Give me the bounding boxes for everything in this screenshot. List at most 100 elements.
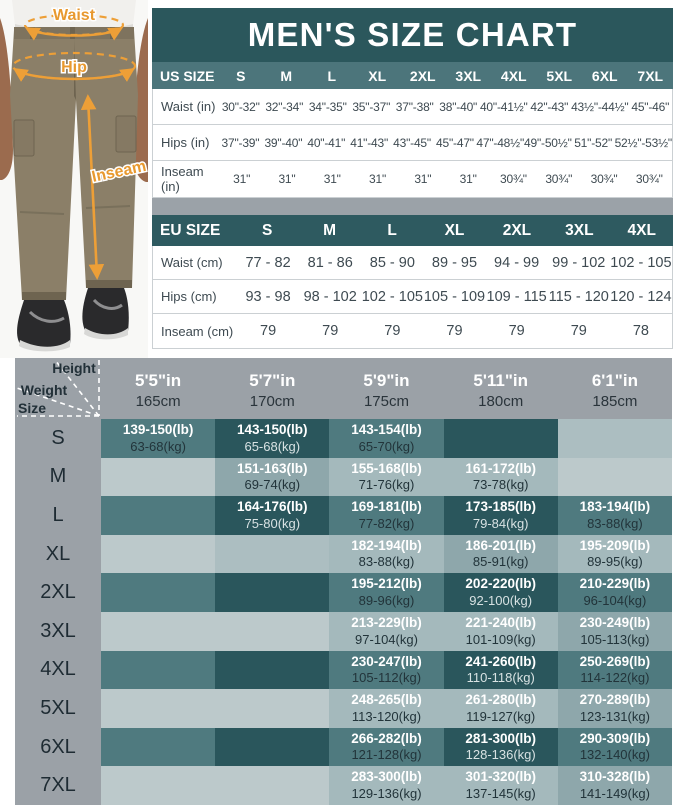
weight-lb: 195-212(lb) <box>351 576 422 592</box>
row-value: 31" <box>233 172 251 186</box>
row-label: Hips (in) <box>161 135 210 150</box>
weight-lb: 281-300(lb) <box>465 730 536 746</box>
height-feet: 5'5"in <box>135 371 182 391</box>
weight-lb: 161-172(lb) <box>465 460 536 476</box>
row-label: Inseam (cm) <box>161 323 234 339</box>
title-bar: MEN'S SIZE CHART <box>152 8 673 62</box>
weight-kg: 89-95(kg) <box>587 554 643 570</box>
row-value: 105 - 109 <box>423 288 486 305</box>
row-value: 31" <box>323 172 341 186</box>
weight-range-cell: 310-328(lb) 141-149(kg) <box>557 766 672 805</box>
height-feet: 5'7"in <box>249 371 296 391</box>
weight-lb: 202-220(lb) <box>465 576 536 592</box>
weight-range-cell: 195-209(lb) 89-95(kg) <box>557 534 672 574</box>
matrix-row: 5XL 248-265(lb) 113-120(kg) 261-280(lb) 119-… <box>15 689 672 728</box>
row-value: 40"-41" <box>307 135 346 150</box>
matrix-size-label: XL <box>15 534 101 574</box>
row-label: Inseam (in) <box>161 164 204 194</box>
weight-kg: 114-122(kg) <box>580 670 650 686</box>
weight-lb: 183-194(lb) <box>579 499 651 515</box>
us_table-col-4XL: 4XL <box>500 67 527 84</box>
weight-range-cell: 186-201(lb) 85-91(kg) <box>443 534 558 574</box>
height-weight-matrix: Height Weight Size 5'5"in 165cm 5'7"in 170c… <box>15 358 672 805</box>
empty-cell <box>215 611 330 651</box>
weight-lb: 164-176(lb) <box>237 499 308 515</box>
empty-cell <box>101 611 216 651</box>
weight-kg: 97-104(kg) <box>355 631 418 647</box>
row-label: Hips (cm) <box>161 289 217 304</box>
weight-kg: 137-145(kg) <box>465 785 536 801</box>
weight-range-cell: 230-247(lb) 105-112(kg) <box>329 650 444 690</box>
row-value: 39"-40" <box>264 135 303 150</box>
row-value: 79 <box>260 323 277 339</box>
row-value: 93 - 98 <box>245 288 291 305</box>
row-value: 41"-43" <box>350 135 389 150</box>
row-value: 109 - 115 <box>486 288 547 305</box>
empty-cell <box>215 766 330 805</box>
us_table-col-5XL: 5XL <box>546 67 573 84</box>
us-size-header-label: US SIZE <box>160 67 215 84</box>
weight-kg: 129-136(kg) <box>351 785 422 801</box>
height-feet: 5'11"in <box>473 371 529 391</box>
weight-range-cell: 143-154(lb) 65-70(kg) <box>329 419 444 458</box>
weight-range-cell: 281-300(lb) 128-136(kg) <box>443 727 558 767</box>
weight-kg: 89-96(kg) <box>358 593 415 608</box>
row-label: Waist (cm) <box>161 255 223 270</box>
weight-kg: 77-82(kg) <box>358 515 415 531</box>
row-value: 31" <box>414 172 432 186</box>
matrix-size-label: S <box>15 419 101 458</box>
matrix-row: 6XL 266-282(lb) 121-128(kg) 281-300(lb) 128-… <box>15 727 672 767</box>
matrix-row: 3XL 213-229(lb) 97-104(kg) 221-240(lb) 101-1… <box>15 611 672 651</box>
height-cm: 185cm <box>592 393 638 411</box>
empty-cell <box>215 650 330 690</box>
weight-lb: 250-269(lb) <box>579 653 651 669</box>
corner-weight-label: Weight <box>21 382 68 398</box>
row-value: 49"-50½" <box>524 135 572 150</box>
weight-kg: 96-104(kg) <box>583 593 647 608</box>
row-value: 81 - 86 <box>307 254 353 271</box>
us_table-row: Hips (in) 37"-39" 39"-40" 40"-41" 41"-43" 43"… <box>153 125 672 161</box>
size-tables-panel: MEN'S SIZE CHART US SIZE S M L XL 2XL 3XL 4XL 5… <box>152 8 673 349</box>
weight-lb: 143-154(lb) <box>351 422 422 438</box>
weight-kg: 65-70(kg) <box>358 438 415 454</box>
weight-kg: 83-88(kg) <box>587 515 643 531</box>
weight-lb: 230-247(lb) <box>351 653 422 669</box>
weight-kg: 113-120(kg) <box>351 708 422 724</box>
matrix-size-label: 7XL <box>15 766 101 805</box>
weight-lb: 213-229(lb) <box>351 615 422 631</box>
weight-lb: 195-209(lb) <box>579 537 651 553</box>
us_table-row: Waist (in) 30"-32" 32"-34" 34"-35" 35"-37" 37… <box>153 89 672 125</box>
weight-kg: 83-88(kg) <box>358 554 415 570</box>
weight-range-cell: 139-150(lb) 63-68(kg) <box>101 419 216 458</box>
empty-cell <box>101 689 216 728</box>
matrix-row: S 139-150(lb) 63-68(kg) 143-150(lb) 65-68(kg… <box>15 419 672 458</box>
row-value: 79 <box>508 323 525 339</box>
row-value: 32"-34" <box>265 99 304 114</box>
matrix-corner-cell: Height Weight Size <box>15 358 101 424</box>
eu_table-row: Hips (cm) 93 - 98 98 - 102 102 - 105 105 - 1… <box>153 280 672 314</box>
row-value: 99 - 102 <box>552 254 606 271</box>
empty-cell <box>215 689 330 728</box>
weight-lb: 139-150(lb) <box>122 422 194 438</box>
height-cm: 170cm <box>249 393 295 411</box>
matrix-height-column: 6'1"in 185cm <box>558 358 672 424</box>
weight-lb: 301-320(lb) <box>465 769 536 785</box>
corner-size-label: Size <box>18 400 46 416</box>
weight-kg: 69-74(kg) <box>244 477 301 493</box>
row-value: 52½"-53½" <box>614 135 673 150</box>
row-value: 102 - 105 <box>610 254 672 271</box>
row-value: 45"-46" <box>631 99 670 114</box>
weight-kg: 105-112(kg) <box>351 670 422 686</box>
empty-cell <box>101 650 216 690</box>
us_table-col-L: L <box>327 67 337 84</box>
weight-lb: 210-229(lb) <box>579 576 651 592</box>
us_table-col-S: S <box>236 67 246 84</box>
height-feet: 6'1"in <box>591 371 638 391</box>
row-value: 37"-38" <box>395 99 434 114</box>
row-value: 78 <box>632 323 649 339</box>
us_table-col-M: M <box>280 67 293 84</box>
us-table-header: US SIZE S M L XL 2XL 3XL 4XL 5XL 6XL 7XL <box>152 62 673 89</box>
us_table-col-XL: XL <box>368 67 387 84</box>
us_table-col-2XL: 2XL <box>409 67 436 84</box>
row-value: 35"-37" <box>352 99 391 114</box>
